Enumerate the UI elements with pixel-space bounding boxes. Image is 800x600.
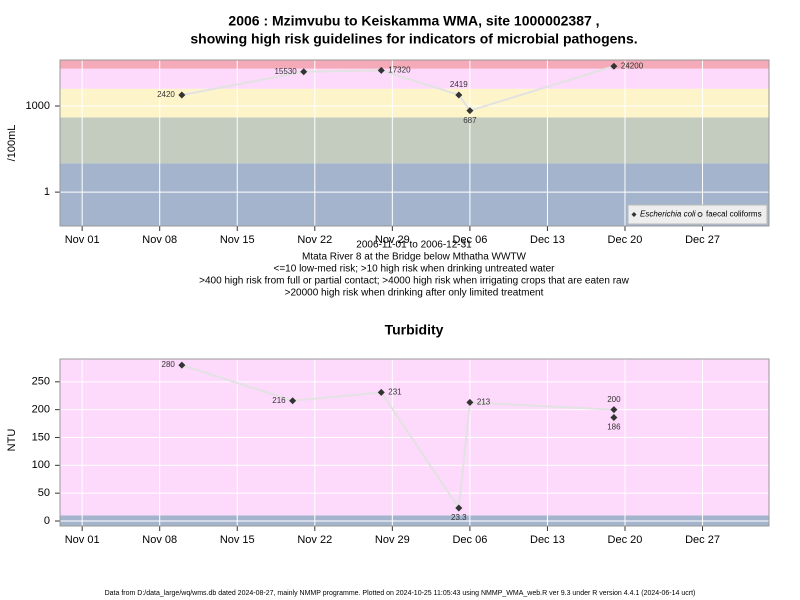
y-tick-label: 1 [44,186,50,198]
data-label: 200 [607,395,621,404]
plot-border [59,59,770,227]
data-point [610,413,618,421]
y-tick-label: 250 [32,376,50,388]
caption: <=10 low-med risk; >10 high risk when dr… [274,264,556,275]
y-tick-label: 50 [38,487,50,499]
legend-label: faecal coliforms [706,210,762,219]
data-label: 213 [477,398,491,407]
series-line [181,65,615,112]
x-tick-label: Nov 22 [297,234,332,246]
y-tick-label: 150 [32,431,50,443]
risk-band [60,60,769,69]
data-point [377,66,385,74]
x-tick-label: Dec 13 [530,534,565,546]
footer: Data from D:/data_large/wq/wms.db dated … [105,590,696,597]
data-label: 280 [162,360,176,369]
data-label: 2419 [450,80,468,89]
data-point [466,107,474,115]
legend-marker [631,212,637,217]
chart-title: 2006 : Mzimvubu to Keiskamma WMA, site 1… [228,13,599,29]
data-point [455,504,463,512]
x-tick-label: Dec 13 [530,234,565,246]
data-label: 2420 [157,90,175,99]
data-point [300,68,308,76]
y-tick-label: 0 [44,515,50,527]
x-tick-label: Nov 08 [142,534,177,546]
y-axis-label: NTU [6,429,18,452]
data-point [455,91,463,99]
data-point [610,406,618,414]
data-point [466,398,474,406]
chart-subtitle: showing high risk guidelines for indicat… [190,31,637,47]
x-axis-label: 2006-11-01 to 2006-12-31 [356,240,472,251]
x-tick-label: Nov 15 [220,234,255,246]
x-tick-label: Nov 08 [142,234,177,246]
data-label: 23.3 [451,513,467,522]
x-tick-label: Nov 29 [375,234,410,246]
risk-band [60,88,769,118]
data-label: 216 [272,396,286,405]
data-point [610,62,618,70]
risk-band [60,68,769,89]
x-tick-label: Dec 20 [608,534,643,546]
x-tick-label: Dec 27 [685,534,720,546]
caption: >20000 high risk when drinking after onl… [285,288,544,299]
data-label: 15530 [274,67,297,76]
data-label: 186 [607,423,621,432]
y-tick-label: 100 [32,459,50,471]
x-tick-label: Nov 29 [375,534,410,546]
y-tick-label: 1000 [26,100,50,112]
x-tick-label: Dec 06 [452,534,487,546]
caption: >400 high risk from full or partial cont… [199,276,629,287]
x-tick-label: Nov 15 [220,534,255,546]
data-label: 17320 [388,66,411,75]
data-point [289,397,297,405]
data-label: 24200 [621,61,644,70]
x-tick-label: Dec 20 [608,234,643,246]
x-tick-label: Dec 27 [685,234,720,246]
y-axis-label: /100mL [6,125,18,162]
data-point [178,361,186,369]
data-point [377,388,385,396]
data-point [178,91,186,99]
plot-border [59,358,770,527]
x-tick-label: Nov 01 [65,534,100,546]
data-label: 687 [463,116,477,125]
legend-marker [697,212,703,217]
caption: Mtata River 8 at the Bridge below Mthath… [302,252,527,263]
chart-title: Turbidity [385,322,444,338]
data-label: 231 [388,388,402,397]
y-tick-label: 200 [32,404,50,416]
x-tick-label: Dec 06 [452,234,487,246]
legend-label: Escherichia coli [640,210,696,219]
x-tick-label: Nov 01 [65,234,100,246]
risk-band [60,117,769,164]
x-tick-label: Nov 22 [297,534,332,546]
